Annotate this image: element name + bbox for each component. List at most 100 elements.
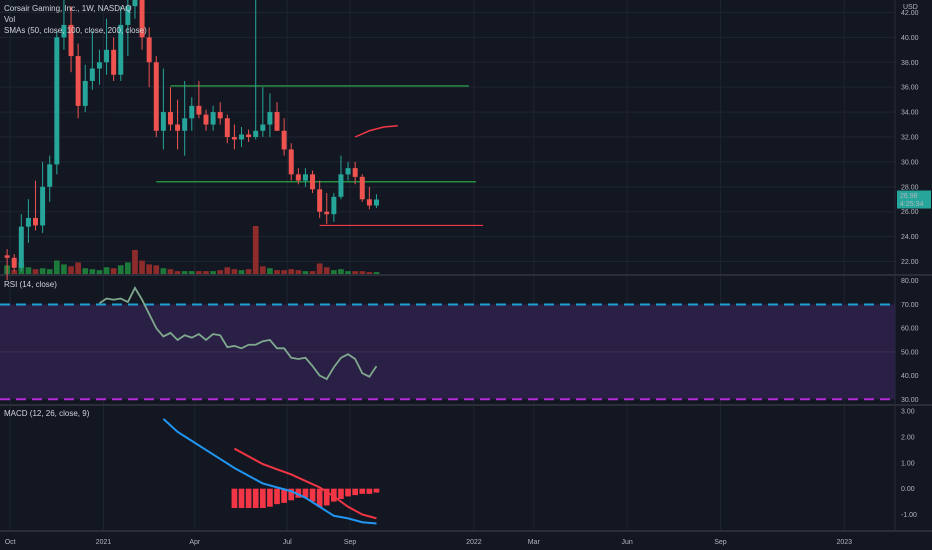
candle-body [96, 62, 102, 69]
price-scales[interactable]: 42.00 40.00 38.00 36.00 34.00 32.00 30.00 28.00… [901, 10, 919, 519]
time-tick-label: Sep [344, 539, 357, 546]
candle-body [40, 186, 46, 226]
candle-body [331, 196, 337, 215]
time-tick-label: Jun [621, 539, 632, 546]
candle-body [4, 255, 10, 258]
price-tick-label: 22.00 [901, 259, 919, 266]
volume-bar [274, 270, 280, 274]
volume-bar [238, 270, 245, 274]
candle-body [366, 199, 372, 206]
rsi-tick-label: 50.00 [901, 349, 919, 356]
candle-body [267, 112, 273, 125]
volume-bar [39, 268, 46, 274]
price-tick-label: 32.00 [901, 135, 919, 142]
macd-histogram-bar [281, 488, 287, 503]
macd-histogram-bar [288, 488, 295, 501]
candle-body [324, 211, 330, 215]
volume-bar [89, 269, 96, 274]
volume-bar [196, 271, 202, 274]
macd-histogram-bar [267, 488, 273, 507]
volume-label[interactable]: Vol [4, 15, 16, 24]
rsi-tick-label: 60.00 [901, 326, 919, 333]
macd-line [162, 418, 377, 525]
volume-bar [53, 260, 60, 274]
candle-body [224, 118, 230, 137]
candle-body [139, 0, 145, 38]
price-tick-label: 28.00 [901, 184, 919, 191]
volume-bar [139, 260, 145, 274]
volume-bar [210, 271, 216, 274]
volume-bar [11, 270, 18, 274]
price-tick-label: 42.00 [901, 10, 919, 17]
volume-bar [82, 268, 89, 274]
price-tick-label: 26.00 [901, 209, 919, 216]
macd-histogram-bar [238, 488, 245, 509]
candle-body [160, 112, 166, 131]
chart-legend: Corsair Gaming, Inc., 1W, NASDAQ Vol SMA… [4, 3, 147, 36]
volume-bar [153, 265, 160, 274]
volume-bar [96, 270, 103, 274]
macd-signal-line [233, 447, 377, 520]
candle-body [25, 217, 31, 227]
macd-histogram-bar [359, 488, 366, 494]
volume-bar [188, 271, 195, 274]
time-tick-label: 2023 [836, 539, 852, 546]
macd-label[interactable]: MACD (12, 26, close, 9) [4, 409, 90, 418]
volume-bar [160, 268, 167, 274]
rsi-tick-label: 70.00 [901, 302, 919, 309]
volume-bar [366, 272, 373, 274]
macd-histogram-bar [259, 488, 266, 509]
price-tick-label: 36.00 [901, 85, 919, 92]
volume-bar [259, 266, 266, 274]
candle-body [146, 37, 152, 63]
price-tick-label: 38.00 [901, 60, 919, 67]
volume-bar [103, 267, 110, 274]
macd-histogram-bar [323, 488, 330, 506]
rsi-line [98, 285, 378, 381]
candle-body [118, 24, 124, 75]
price-tick-label: 40.00 [901, 35, 919, 42]
candle-body [210, 112, 216, 125]
price-tick-label: 34.00 [901, 110, 919, 117]
candle-body [167, 112, 173, 125]
candle-body [11, 257, 17, 268]
macd-histogram-bar [252, 488, 259, 509]
time-tick-label: Apr [189, 539, 201, 546]
macd-histogram-bar [352, 488, 358, 496]
symbol-title[interactable]: Corsair Gaming, Inc., 1W, NASDAQ [4, 4, 132, 13]
volume-bar [132, 250, 138, 274]
macd-histogram-bar [274, 488, 280, 505]
rsi-label[interactable]: RSI (14, close) [4, 280, 57, 289]
price-badge-bg [897, 190, 931, 209]
volume-bar [46, 269, 53, 274]
volume-bar [224, 267, 231, 274]
volume-bar [359, 271, 366, 274]
sma-line [354, 125, 398, 138]
candle-body [175, 124, 181, 131]
sma-label[interactable]: SMAs (50, close, 100, close, 200, close) [4, 26, 147, 35]
candle-body [111, 49, 117, 75]
volume-bar [252, 226, 259, 274]
volume-bar [373, 272, 380, 274]
candle-body [217, 112, 223, 119]
time-tick-label: Sep [714, 539, 727, 546]
candle-body [68, 24, 74, 57]
time-tick-label: Oct [5, 539, 16, 546]
candle-body [288, 149, 294, 175]
time-axis[interactable]: Oct 2021 Apr Jul Sep 2022 Mar Jun Sep 2023 [5, 539, 852, 546]
volume-bar [316, 263, 323, 274]
candle-body [18, 226, 24, 268]
candle-body [239, 134, 244, 140]
price-badge-countdown: 4:25:34 [900, 201, 923, 208]
volume-bar [345, 271, 351, 274]
macd-histogram-bar [302, 488, 309, 498]
volume-bars [4, 226, 380, 274]
candle-body [54, 37, 60, 165]
candle-body [317, 189, 323, 212]
candle-body [359, 176, 365, 200]
volume-bar [231, 269, 238, 274]
volume-bar [245, 269, 252, 274]
macd-panel [162, 418, 380, 525]
volume-bar [61, 264, 67, 274]
